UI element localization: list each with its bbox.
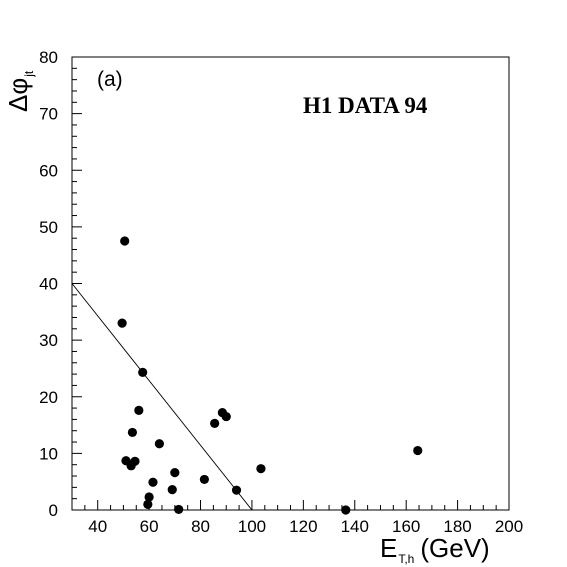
- y-tick-label: 20: [39, 388, 58, 407]
- plot-frame: [71, 56, 510, 511]
- data-point: [210, 418, 220, 428]
- panel-label: (a): [97, 68, 123, 91]
- data-point: [148, 477, 158, 487]
- x-tick-label: 160: [392, 517, 420, 536]
- data-point: [120, 236, 130, 246]
- x-axis-title-sub: T,h: [398, 552, 414, 566]
- experiment-label: H1 DATA 94: [303, 93, 428, 118]
- y-tick-label: 0: [49, 501, 58, 520]
- x-tick-label: 200: [495, 517, 523, 536]
- data-point: [167, 485, 177, 495]
- x-axis-title-unit: (GeV): [420, 533, 489, 563]
- data-point: [130, 456, 140, 466]
- y-tick-label: 70: [39, 105, 58, 124]
- cut-line-segment: [71, 283, 253, 511]
- y-tick-label: 40: [39, 275, 58, 294]
- data-point: [174, 504, 184, 515]
- data-point: [144, 492, 154, 502]
- tick-labels: 40 60 80 100 120 140 160 180 200 0 10 20 30 40 50 60 70 8…: [39, 48, 523, 536]
- y-axis-title-main: Δφ: [3, 78, 33, 112]
- data-point: [154, 439, 164, 449]
- data-point: [256, 464, 266, 474]
- data-point: [413, 445, 423, 456]
- x-axis-title: ET,h (GeV): [380, 533, 490, 566]
- y-tick-label: 50: [39, 218, 58, 237]
- data-point: [138, 367, 148, 378]
- axis-ticks: [71, 56, 510, 511]
- x-tick-label: 180: [443, 517, 471, 536]
- data-point: [199, 474, 209, 485]
- data-point: [221, 411, 231, 422]
- y-tick-label: 30: [39, 331, 58, 350]
- data-point: [231, 485, 242, 495]
- svg-text:ET,h(GeV): ET,h (GeV): [380, 533, 490, 566]
- y-axis-title: Δφjt: [3, 70, 36, 112]
- data-point: [117, 318, 127, 328]
- x-tick-label: 80: [191, 517, 210, 536]
- x-axis-title-main: E: [380, 533, 397, 563]
- data-points: [117, 236, 423, 515]
- data-point: [127, 427, 138, 438]
- svg-text:Δφjt: Δφjt: [3, 70, 36, 112]
- data-point: [134, 405, 144, 415]
- y-tick-label: 60: [39, 161, 58, 180]
- data-point: [341, 505, 351, 515]
- y-axis-title-sub: jt: [22, 70, 36, 78]
- x-tick-label: 100: [238, 517, 266, 536]
- x-tick-label: 120: [289, 517, 317, 536]
- y-tick-label: 10: [39, 444, 58, 463]
- data-point: [143, 499, 153, 509]
- x-tick-label: 60: [140, 517, 159, 536]
- x-tick-label: 140: [341, 517, 369, 536]
- x-tick-label: 40: [88, 517, 107, 536]
- cut-line: [71, 283, 253, 511]
- data-point: [170, 468, 180, 478]
- y-tick-label: 80: [39, 48, 58, 67]
